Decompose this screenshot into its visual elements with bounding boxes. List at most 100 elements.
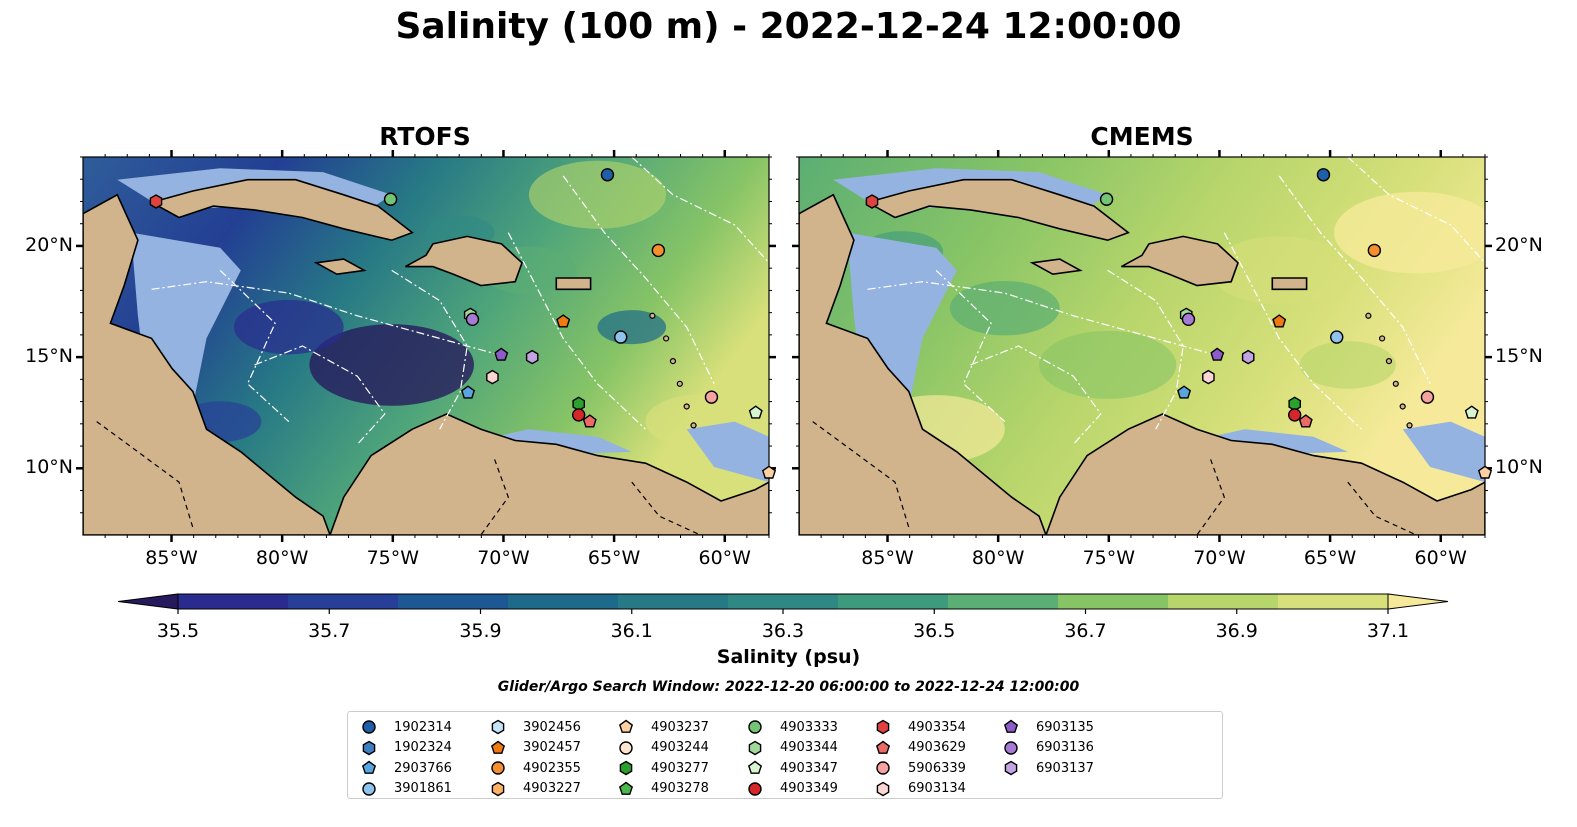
eddy-5 [1299, 341, 1396, 389]
pentagon-marker-icon [1003, 719, 1019, 734]
legend-label: 5906339 [908, 760, 966, 776]
lon-tick-label: 70°W [477, 547, 530, 569]
colorbar-segment-0 [178, 594, 289, 609]
colorbar-segment-2 [398, 594, 509, 609]
island-1 [1378, 335, 1386, 342]
platform-marker-4903347 [748, 405, 763, 419]
island-4 [683, 403, 690, 410]
eez-line-6 [219, 269, 290, 423]
eez-line-0 [867, 281, 1211, 355]
legend-marker [362, 782, 376, 796]
lon-tick-label: 60°W [698, 547, 751, 569]
island-0 [649, 312, 656, 319]
legend-marker [1003, 719, 1019, 734]
eddy-0 [309, 324, 475, 406]
platform-marker-4903237 [761, 465, 777, 479]
eez-line-3 [254, 345, 386, 445]
legend-label: 4903237 [651, 719, 709, 735]
colorbar-tick-label: 35.7 [308, 620, 351, 642]
country-border-2 [631, 481, 701, 535]
pentagon-marker-icon [747, 760, 763, 775]
colorbar-segment-5 [728, 594, 839, 609]
legend-label: 3901861 [394, 781, 452, 797]
legend-item: 4903237 [615, 717, 709, 738]
legend-item: 5906339 [872, 758, 966, 779]
legend-label: 3902456 [523, 719, 581, 735]
hexagon-marker-icon [491, 719, 505, 735]
eez-line-5 [1347, 157, 1485, 264]
legend-label: 4903354 [908, 719, 966, 735]
legend-marker [618, 781, 634, 795]
legend-label: 4903349 [780, 781, 838, 797]
legend-column: 6903135 6903136 6903137 [1000, 717, 1094, 779]
land-2 [313, 258, 367, 276]
island-5 [690, 422, 697, 429]
legend-item: 4903244 [615, 738, 709, 759]
shelf-3 [1402, 421, 1485, 483]
eez-line-5 [631, 157, 769, 264]
legend-item: 3902456 [487, 717, 581, 738]
map-panel-cmems [792, 150, 1493, 542]
platform-marker-6903134 [1202, 369, 1215, 385]
map-frame [798, 156, 1486, 536]
hexagon-marker-icon [491, 781, 505, 797]
colorbar-tick-label: 36.5 [913, 620, 956, 642]
platform-marker-2903766 [1177, 385, 1192, 399]
island-3 [676, 380, 683, 387]
colorbar-segment-8 [1058, 594, 1169, 609]
map-frame [82, 156, 770, 536]
colorbar-segment-9 [1168, 594, 1279, 609]
legend-marker [1004, 760, 1018, 776]
legend-label: 4903277 [651, 760, 709, 776]
lat-tick-label: 15°N [25, 345, 73, 368]
platform-marker-5906339 [1420, 390, 1435, 404]
lon-tick-label: 80°W [971, 547, 1025, 569]
legend-label: 6903136 [1036, 740, 1094, 756]
eez-line-3 [970, 345, 1102, 445]
legend-item: 4903344 [744, 738, 838, 759]
legend-item: 6903137 [1000, 758, 1094, 779]
country-border-1 [480, 459, 509, 535]
circle-marker-icon [491, 761, 505, 775]
legend-label: 4903333 [780, 719, 838, 735]
platform-marker-3902457 [1272, 314, 1287, 328]
legend-marker [491, 781, 505, 797]
legend-item: 4903333 [744, 717, 838, 738]
legend-item: 1902324 [358, 738, 452, 759]
circle-marker-icon [362, 720, 376, 734]
platform-marker-6903134 [486, 369, 499, 385]
island-2 [1385, 358, 1393, 365]
land-2 [1029, 258, 1083, 276]
lon-tick-label: 85°W [861, 547, 914, 569]
land-0 [149, 178, 414, 242]
colorbar-tick-label: 36.7 [1064, 620, 1107, 642]
legend-marker [876, 761, 890, 775]
legend-marker [747, 760, 763, 775]
island-4 [1399, 403, 1406, 410]
platform-marker-4903354 [149, 194, 163, 209]
legend-marker [491, 719, 505, 735]
legend-item: 6903135 [1000, 717, 1094, 738]
platform-marker-2903766 [461, 385, 476, 399]
platform-marker-4902355 [1367, 243, 1382, 258]
eez-line-1 [1107, 269, 1184, 430]
country-border-1 [1196, 459, 1225, 535]
platform-marker-4903333 [383, 192, 398, 206]
platform-marker-6903137 [525, 349, 539, 365]
legend-item: 6903134 [872, 779, 966, 800]
legend-item: 4903354 [872, 717, 966, 738]
eddy-1 [1039, 330, 1177, 399]
eez-line-1 [391, 269, 468, 430]
eez-line-2 [1223, 232, 1362, 430]
legend-column: 4903354 4903629 5906339 6903134 [872, 717, 966, 799]
legend-column: 4903237 4903244 4903277 4903278 [615, 717, 709, 799]
legend-marker [748, 740, 762, 756]
lat-tick-label: 10°N [1495, 456, 1543, 479]
eddy-3 [528, 160, 667, 229]
legend-marker [362, 720, 376, 734]
platform-marker-4903354 [865, 194, 879, 209]
platform-marker-5906339 [704, 390, 719, 404]
platform-marker-3901861 [614, 330, 628, 344]
platform-marker-6903135 [1210, 347, 1225, 361]
legend-marker [748, 782, 762, 796]
